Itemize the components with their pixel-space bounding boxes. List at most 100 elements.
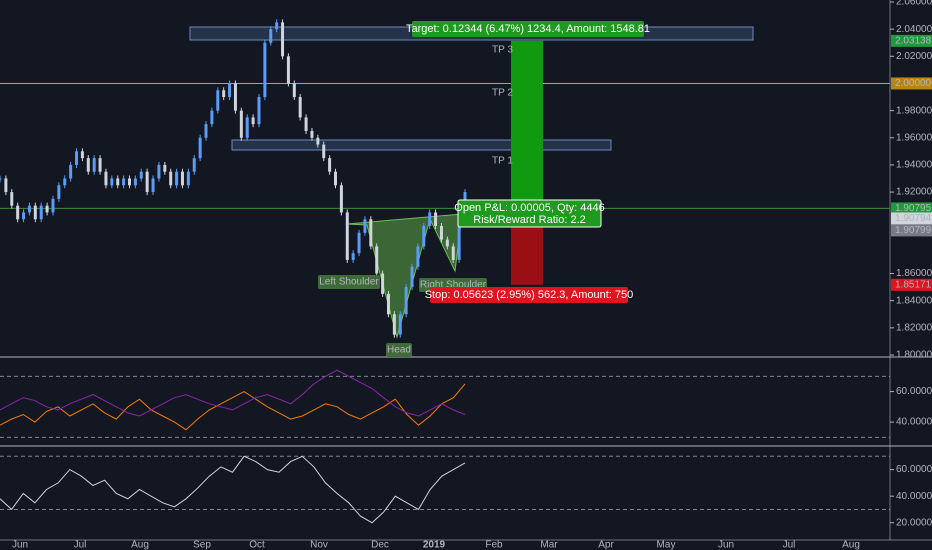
candle <box>210 110 214 125</box>
candle <box>351 253 355 260</box>
target-zone <box>511 40 543 209</box>
candle <box>339 185 343 213</box>
candle <box>357 232 361 254</box>
candle <box>98 158 102 172</box>
candle <box>304 117 308 131</box>
candle <box>263 42 267 98</box>
indicator-line <box>0 383 466 431</box>
x-tick-label: Jun <box>12 540 28 550</box>
candle <box>416 246 420 267</box>
pnl-box-text: Risk/Reward Ratio: 2.2 <box>473 214 586 226</box>
candle <box>369 219 373 247</box>
candle <box>233 83 237 111</box>
x-tick-label: May <box>657 540 676 550</box>
candle <box>80 151 84 159</box>
candle <box>63 178 67 186</box>
x-tick-label: Apr <box>598 540 614 550</box>
candle <box>334 171 338 186</box>
candle <box>86 158 90 172</box>
pnl-box-bg <box>457 199 602 228</box>
pattern-label: Head <box>387 345 411 356</box>
y-tick-label: 2.02000 <box>896 51 932 62</box>
target-box-bg <box>412 21 644 37</box>
candle <box>51 198 55 213</box>
candle <box>57 185 61 199</box>
y-tick-label: 1.92000 <box>896 187 932 198</box>
price-badge-label: 1.90795 <box>895 203 932 214</box>
x-tick-label: Jul <box>74 540 87 550</box>
candle <box>251 117 255 125</box>
candle <box>92 158 96 172</box>
x-tick-label: Jun <box>718 540 734 550</box>
candle <box>328 158 332 172</box>
indicator-line <box>0 369 466 417</box>
price-badge <box>891 34 932 47</box>
candle <box>45 205 49 213</box>
price-badge-label: 1.85171 <box>895 279 932 290</box>
stop-box-bg <box>430 287 628 303</box>
candle <box>139 171 143 179</box>
candle <box>198 137 202 159</box>
target-box: Target: 0.12344 (6.47%) 1234.4, Amount: … <box>406 21 650 37</box>
pattern-label-box <box>318 275 380 289</box>
y-tick-label: 1.80000 <box>896 350 932 361</box>
candle <box>316 137 320 145</box>
price-badge <box>891 224 932 237</box>
candle <box>269 29 273 43</box>
candle <box>245 117 249 138</box>
candle <box>298 97 302 118</box>
price-badge-label: 1.90794 <box>895 213 932 224</box>
candle <box>428 212 432 227</box>
candle <box>192 158 196 172</box>
candle <box>151 178 155 193</box>
price-badge-label: 1.90799 <box>895 225 932 236</box>
pattern-label-box <box>386 343 412 357</box>
candle <box>175 171 179 186</box>
y-tick-label: 2.04000 <box>896 24 932 35</box>
tp-label: TP 3 <box>492 45 513 56</box>
y-tick-label: 40.0000 <box>896 417 932 428</box>
x-tick-label: Feb <box>485 540 503 550</box>
candle <box>239 110 243 138</box>
candle <box>345 212 349 260</box>
candle <box>216 90 220 111</box>
candle <box>422 226 426 247</box>
candle <box>0 178 2 180</box>
x-tick-label: Sep <box>193 540 211 550</box>
candle <box>434 212 438 227</box>
candle <box>375 246 379 274</box>
candle <box>445 239 449 247</box>
candle <box>439 226 443 240</box>
y-tick-label: 1.82000 <box>896 322 932 333</box>
candle <box>392 314 396 335</box>
candle <box>133 178 137 186</box>
candle <box>75 151 79 165</box>
candle <box>186 171 190 186</box>
price-badge-label: 2.00000 <box>895 78 932 89</box>
y-tick-label: 1.84000 <box>896 295 932 306</box>
x-tick-label: Dec <box>371 540 389 550</box>
target-box-text: Target: 0.12344 (6.47%) 1234.4, Amount: … <box>406 23 650 35</box>
x-tick-label: Oct <box>249 540 265 550</box>
y-tick-label: 1.86000 <box>896 268 932 279</box>
candle <box>163 164 167 172</box>
candle <box>381 273 385 294</box>
price-badge <box>891 77 932 90</box>
candle <box>398 314 402 335</box>
pnl-box-text: Open P&L: 0.00005, Qty: 4446 <box>454 202 604 214</box>
candle <box>4 178 8 193</box>
candle <box>286 56 290 84</box>
candle <box>122 178 126 186</box>
candle <box>281 22 285 57</box>
candles <box>0 19 467 338</box>
candle <box>310 130 314 138</box>
candle <box>451 246 455 260</box>
candle <box>363 219 367 233</box>
candle <box>10 192 14 206</box>
candle <box>204 124 208 138</box>
pattern-label: Right Shoulder <box>420 280 487 291</box>
y-tick-label: 60.0000 <box>896 386 932 397</box>
support-zone <box>231 139 612 151</box>
y-tick-label: 2.06000 <box>896 0 932 8</box>
